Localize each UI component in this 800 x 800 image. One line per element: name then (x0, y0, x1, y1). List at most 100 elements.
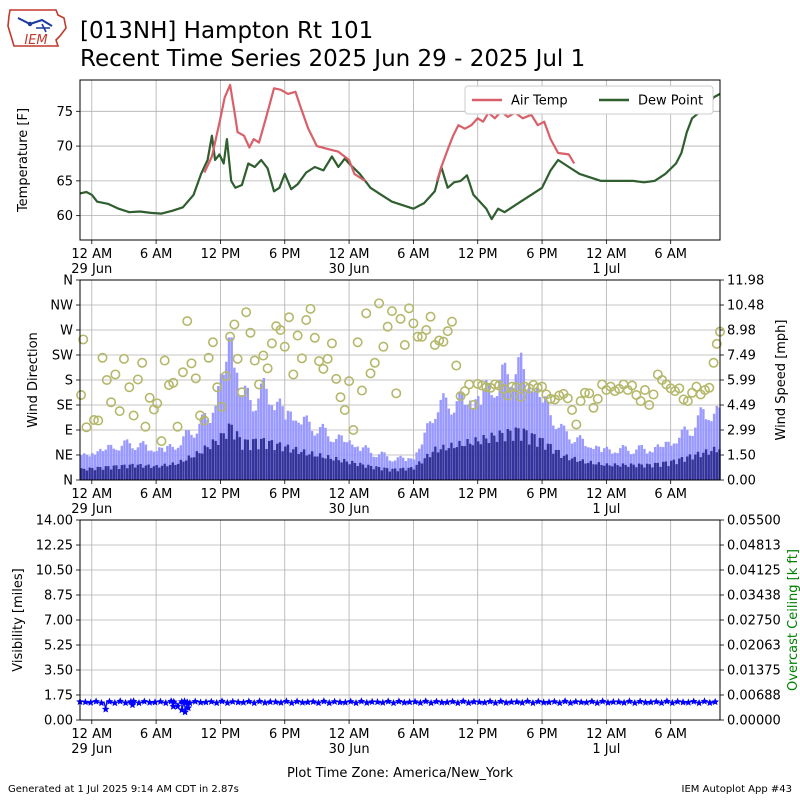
wind-gust-bar (383, 452, 386, 480)
ceiling-tick-label: 0.04125 (727, 564, 781, 579)
visibility-point (229, 697, 237, 705)
speed-tick-label: 1.50 (727, 449, 756, 464)
wind-gust-bar (485, 379, 488, 480)
wind-speed-bar (560, 457, 563, 480)
wind-speed-bar (125, 468, 129, 480)
wind-speed-bar (337, 460, 341, 480)
wind-speed-bar (380, 470, 383, 480)
direction-tick-label: NW (50, 299, 73, 314)
wind-speed-bar (632, 464, 635, 480)
visibility-point (427, 699, 435, 707)
wind-direction-point (78, 334, 89, 345)
visibility-point (156, 697, 165, 705)
direction-tick-label: N (63, 474, 73, 489)
wind-gust-bar (380, 451, 383, 480)
air-temp-line-2 (435, 110, 576, 182)
wind-gust-bar (431, 423, 434, 480)
wind-speed-bar (96, 466, 99, 480)
wind-gust-bar (514, 374, 517, 480)
wind-gust-bar (176, 447, 180, 480)
wind-gust-bar (517, 357, 520, 480)
wind-gust-bar (436, 412, 440, 480)
wind-speed-bar (383, 467, 386, 480)
wind-speed-bar (522, 428, 526, 480)
wind-gust-bar (702, 409, 705, 480)
wind-speed-bar (270, 440, 274, 480)
wind-speed-bar (412, 469, 416, 480)
wind-speed-bar (144, 465, 148, 480)
wind-speed-bar (286, 444, 290, 480)
wind-direction-point (322, 353, 333, 364)
wind-speed-bar (393, 468, 397, 480)
x-tick-label: 6 PM (526, 727, 557, 742)
visibility-point (293, 697, 301, 705)
wind-speed-bar (501, 432, 504, 480)
speed-tick-label: 11.98 (727, 274, 764, 289)
wind-gust-bar (603, 448, 606, 480)
wind-speed-bar (447, 448, 450, 480)
wind-speed-bar (359, 462, 362, 480)
wind-speed-bar (463, 446, 467, 480)
wind-speed-bar (407, 467, 410, 480)
wind-speed-bar (343, 458, 346, 480)
wind-gust-bar (308, 421, 311, 480)
wind-gust-bar (233, 367, 236, 480)
wind-speed-bar (214, 440, 217, 480)
wind-direction-point (635, 396, 646, 407)
wind-gust-bar (115, 449, 118, 480)
wind-direction-point (207, 337, 218, 348)
wind-gust-bar (348, 440, 351, 480)
wind-speed-bar (469, 443, 472, 480)
wind-gust-bar (297, 422, 300, 480)
wind-gust-bar (104, 449, 107, 480)
x-tick-label: 6 AM (140, 247, 173, 262)
wind-direction-point (288, 369, 299, 380)
footer-app: IEM Autoplot App #43 (681, 784, 792, 795)
wind-speed-bar (278, 442, 282, 480)
wind-direction-point (124, 382, 135, 393)
wind-speed-bar (219, 433, 223, 480)
wind-direction-point (584, 388, 595, 399)
direction-tick-label: SE (57, 399, 73, 414)
y-tick-label: 65 (56, 174, 73, 189)
wind-speed-bar (171, 462, 174, 480)
wind-speed-bar (616, 465, 619, 480)
visibility-point (432, 697, 441, 705)
wind-speed-bar (93, 470, 97, 480)
wind-gust-bar (527, 383, 531, 480)
speed-tick-label: 0.00 (727, 474, 756, 489)
wind-speed-bar (659, 466, 662, 480)
wind-gust-bar (495, 396, 499, 480)
iem-logo-icon: IEM (7, 9, 67, 48)
visibility-point (518, 698, 526, 706)
wind-speed-bar (600, 465, 603, 480)
y-tick-label: 75 (56, 105, 73, 120)
wind-speed-bar (635, 467, 638, 480)
visibility-point (92, 697, 100, 705)
visibility-point (545, 698, 553, 706)
wind-speed-bar (297, 453, 300, 480)
x-tick-label: 12 PM (201, 727, 241, 742)
wind-gust-bar (289, 411, 292, 480)
visibility-tick-label: 0.00 (44, 714, 73, 729)
wind-gust-bar (367, 447, 370, 480)
ceiling-tick-label: 0.03438 (727, 589, 781, 604)
wind-gust-bar (241, 395, 244, 480)
visibility-point (454, 698, 462, 707)
visibility-point (145, 698, 154, 706)
x-tick-label: 12 AM (71, 247, 112, 262)
wind-gust-bar (152, 451, 156, 480)
wind-speed-bar (667, 466, 670, 480)
visibility-point (523, 697, 532, 705)
x-date-label: 29 Jun (71, 742, 112, 757)
visibility-point (184, 703, 193, 712)
wind-speed-bar (367, 464, 370, 480)
wind-direction-point (378, 341, 389, 352)
wind-speed-bar (570, 458, 574, 480)
wind-gust-bar (487, 383, 491, 480)
wind-speed-bar (648, 464, 651, 480)
wind-speed-bar (533, 434, 536, 480)
wind-speed-bar (702, 452, 705, 480)
wind-gust-bar (259, 383, 263, 480)
visibility-point (700, 697, 709, 705)
